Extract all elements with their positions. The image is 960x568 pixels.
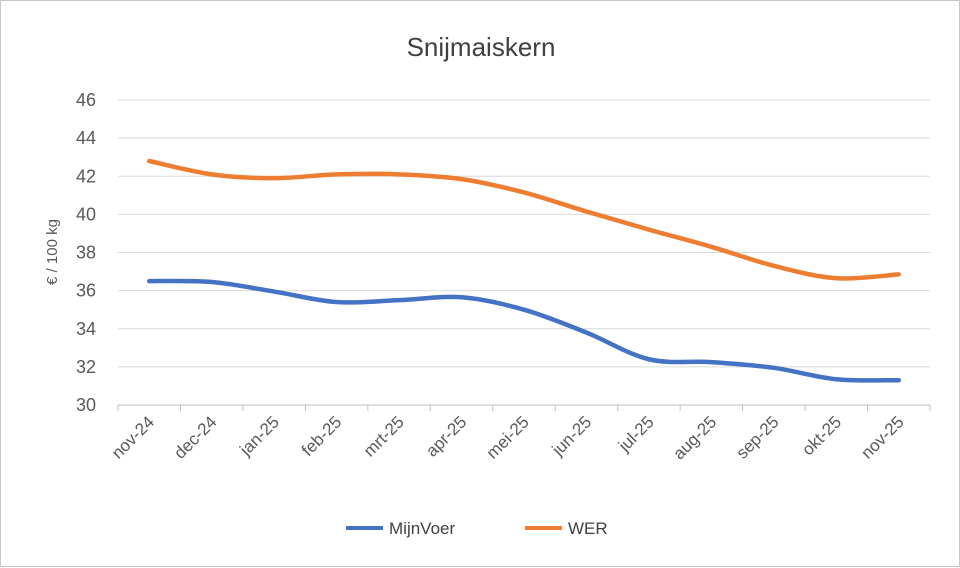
y-tick-label: 42	[76, 166, 96, 186]
y-tick-label: 32	[76, 357, 96, 377]
x-tick-label: nov-24	[108, 412, 158, 462]
x-tick-label: sep-25	[732, 412, 782, 462]
gridlines	[118, 99, 930, 368]
y-tick-label: 44	[76, 128, 96, 148]
x-tick-label: okt-25	[798, 412, 845, 459]
x-tick-label: jun-25	[548, 412, 596, 460]
y-tick-label: 30	[76, 395, 96, 415]
x-tick-label: apr-25	[422, 412, 470, 460]
x-tick-label: nov-25	[857, 412, 907, 462]
y-tick-label: 46	[76, 90, 96, 110]
series-line-mijnvoer	[146, 278, 902, 383]
y-tick-label: 36	[76, 281, 96, 301]
x-tick-label: jul-25	[614, 412, 658, 456]
x-axis	[117, 404, 931, 411]
x-tick-label: jan-25	[235, 412, 283, 460]
x-tick-label: aug-25	[669, 412, 720, 463]
chart-title: Snijmaiskern	[407, 32, 556, 62]
series-lines	[146, 158, 902, 383]
y-tick-label: 38	[76, 243, 96, 263]
legend: MijnVoer WER	[346, 519, 608, 538]
y-tick-label: 40	[76, 204, 96, 224]
x-tick-label: dec-24	[170, 412, 220, 462]
x-axis-ticks: nov-24 dec-24 jan-25 feb-25 mrt-25 apr-25 mei-…	[108, 412, 908, 463]
x-tick-label: feb-25	[298, 412, 346, 460]
y-axis-label: € / 100 kg	[44, 219, 61, 285]
x-tick-label: mei-25	[483, 412, 533, 462]
x-tick-label: mrt-25	[360, 412, 408, 460]
y-axis-ticks: 30 32 34 36 38 40 42 44 46	[76, 90, 96, 415]
legend-label-mijnvoer: MijnVoer	[389, 519, 455, 538]
legend-label-wer: WER	[568, 519, 608, 538]
y-tick-label: 34	[76, 319, 96, 339]
series-line-wer	[146, 158, 902, 281]
